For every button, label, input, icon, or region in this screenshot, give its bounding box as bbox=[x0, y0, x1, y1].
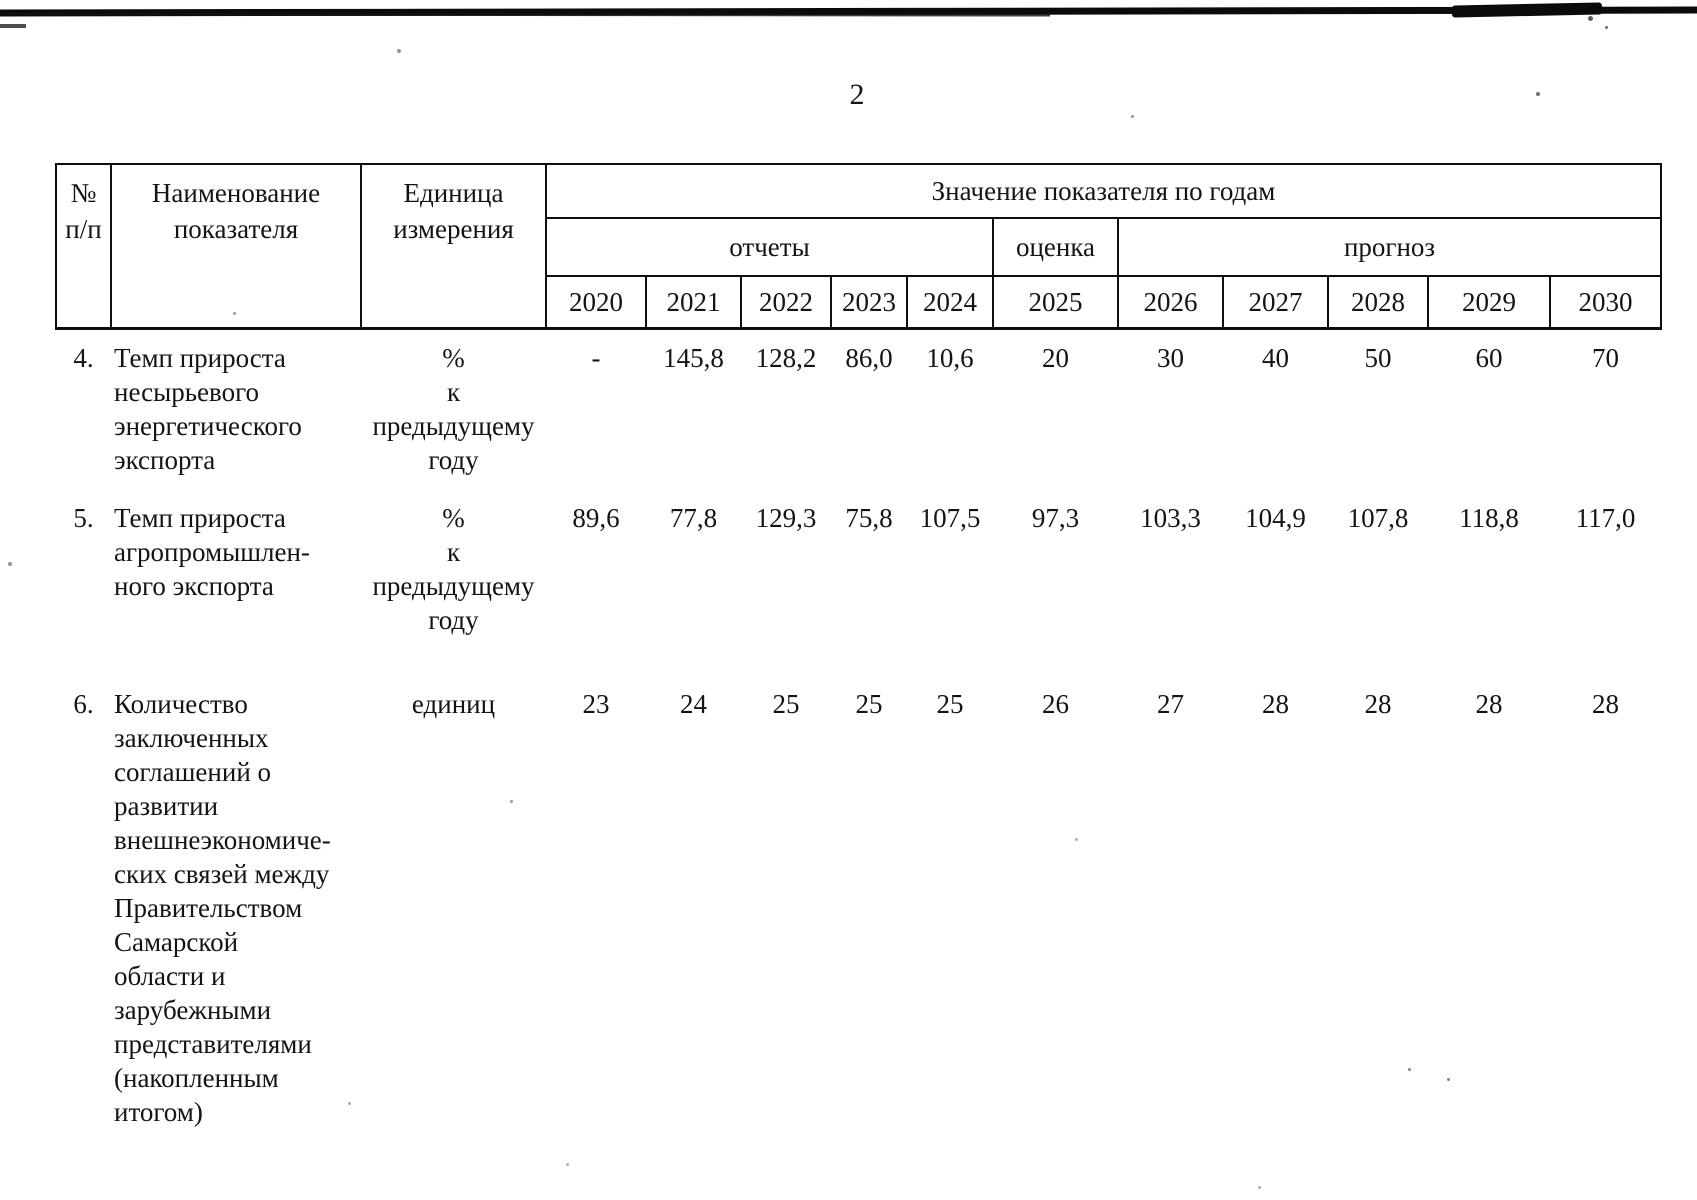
value-2022: 25 bbox=[772, 689, 800, 719]
table-row-4: 4. Темп прироста несырьевого энергетичес… bbox=[56, 329, 1661, 478]
table-row-6: 6. Количество заключенных соглашений о р… bbox=[56, 637, 1661, 1129]
group-header-estimate: оценка bbox=[992, 217, 1119, 277]
group-header-forecast: прогноз bbox=[1116, 217, 1663, 277]
table-row-5: 5. Темп прироста агропромышлен- ного экс… bbox=[56, 477, 1661, 637]
value-2021: 77,8 bbox=[669, 503, 718, 533]
year-header-2021: 2021 bbox=[645, 275, 742, 330]
scan-speck bbox=[566, 1163, 569, 1166]
scan-speck bbox=[1408, 1068, 1411, 1071]
value-2026: 30 bbox=[1157, 343, 1184, 373]
scan-speck bbox=[1588, 16, 1593, 21]
scan-artifact-blob bbox=[1451, 2, 1603, 18]
indicator-unit: % к предыдущему году bbox=[372, 343, 535, 475]
year-header-2024: 2024 bbox=[906, 275, 994, 330]
scan-speck bbox=[1447, 1078, 1450, 1081]
row-number: 6. bbox=[73, 689, 94, 719]
col-header-name: Наименование показателя bbox=[110, 163, 362, 330]
year-header-2022: 2022 bbox=[740, 275, 832, 330]
value-2025: 97,3 bbox=[1031, 503, 1080, 533]
value-2029: 60 bbox=[1475, 343, 1503, 373]
indicator-name: Темп прироста несырьевого энергетическог… bbox=[114, 343, 302, 475]
value-2030: 28 bbox=[1592, 689, 1619, 719]
value-2028: 50 bbox=[1364, 343, 1392, 373]
year-header-2028: 2028 bbox=[1327, 275, 1429, 330]
scan-speck bbox=[1536, 92, 1540, 96]
value-2022: 129,3 bbox=[755, 503, 817, 533]
value-2030: 70 bbox=[1592, 343, 1619, 373]
value-2029: 28 bbox=[1475, 689, 1503, 719]
value-2022: 128,2 bbox=[755, 343, 817, 373]
value-2028: 28 bbox=[1364, 689, 1392, 719]
scan-speck bbox=[397, 49, 401, 53]
value-2020: 89,6 bbox=[572, 503, 620, 533]
value-2026: 27 bbox=[1157, 689, 1184, 719]
page-number: 2 bbox=[849, 78, 865, 111]
scan-speck bbox=[1075, 838, 1078, 841]
scan-speck bbox=[1258, 1186, 1261, 1189]
value-2021: 145,8 bbox=[663, 343, 724, 373]
indicator-unit: единиц bbox=[411, 689, 496, 719]
scan-speck bbox=[510, 800, 513, 803]
value-2020: 23 bbox=[582, 689, 610, 719]
indicator-name: Темп прироста агропромышлен- ного экспор… bbox=[114, 503, 310, 601]
row-number: 4. bbox=[73, 343, 94, 373]
year-header-2023: 2023 bbox=[830, 275, 908, 330]
scan-speck bbox=[348, 1102, 351, 1105]
value-2030: 117,0 bbox=[1575, 503, 1636, 533]
value-2021: 24 bbox=[680, 689, 707, 719]
group-header-reports: отчеты bbox=[545, 217, 994, 277]
year-header-2025: 2025 bbox=[992, 275, 1119, 330]
value-2026: 103,3 bbox=[1140, 503, 1201, 533]
year-header-2029: 2029 bbox=[1427, 275, 1551, 330]
row-number: 5. bbox=[73, 503, 94, 533]
scan-artifact-mark bbox=[0, 24, 26, 28]
value-2023: 86,0 bbox=[845, 343, 893, 373]
indicator-name: Количество заключенных соглашений о разв… bbox=[114, 689, 331, 1127]
value-2024: 10,6 bbox=[926, 343, 974, 373]
scan-speck bbox=[8, 562, 12, 566]
scan-speck bbox=[1605, 26, 1608, 29]
value-2025: 26 bbox=[1042, 689, 1069, 719]
value-2024: 107,5 bbox=[919, 503, 981, 533]
indicator-unit: % к предыдущему году bbox=[372, 503, 535, 635]
col-header-unit: Единица измерения bbox=[360, 163, 547, 330]
value-2024: 25 bbox=[936, 689, 964, 719]
value-2020: - bbox=[591, 343, 601, 373]
value-2023: 25 bbox=[855, 689, 883, 719]
value-2027: 28 bbox=[1262, 689, 1289, 719]
value-2023: 75,8 bbox=[845, 503, 893, 533]
scan-speck bbox=[1131, 115, 1134, 118]
year-header-2030: 2030 bbox=[1548, 275, 1663, 330]
value-2027: 104,9 bbox=[1245, 503, 1306, 533]
value-2029: 118,8 bbox=[1459, 503, 1519, 533]
value-2028: 107,8 bbox=[1347, 503, 1409, 533]
year-header-2026: 2026 bbox=[1117, 275, 1224, 330]
col-header-values-title: Значение показателя по годам bbox=[544, 163, 1663, 219]
col-header-num: № п/п bbox=[55, 163, 112, 330]
year-header-2027: 2027 bbox=[1222, 275, 1329, 330]
indicators-table: № п/п Наименование показателя Единица из… bbox=[55, 163, 1663, 1129]
value-2027: 40 bbox=[1262, 343, 1289, 373]
year-header-2020: 2020 bbox=[545, 275, 647, 330]
value-2025: 20 bbox=[1042, 343, 1069, 373]
